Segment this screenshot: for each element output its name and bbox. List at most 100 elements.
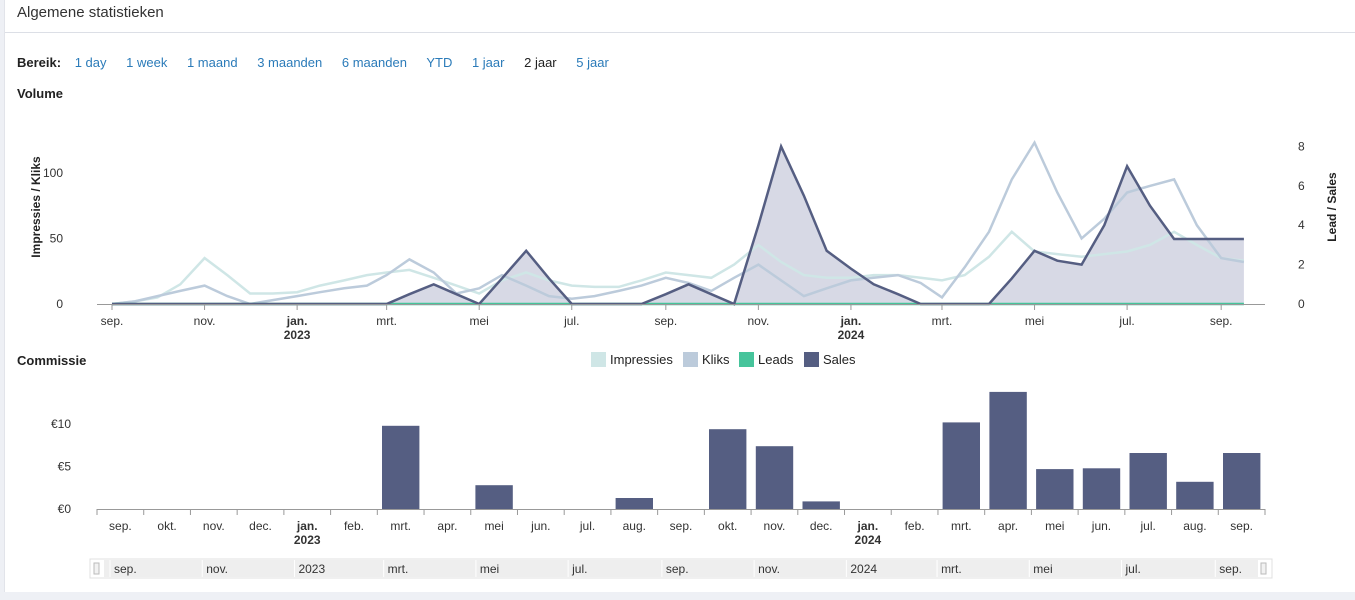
sales-area xyxy=(112,146,1244,304)
range-option-5-years[interactable]: 5 jaar xyxy=(576,55,609,70)
commission-bar xyxy=(989,391,1027,509)
commission-title: Commissie xyxy=(17,353,87,368)
legend-label-sales: Sales xyxy=(823,352,856,367)
commission-category-label: mrt. xyxy=(390,519,411,533)
volume-xtick-label: mei xyxy=(1025,314,1044,328)
range-option-6-months[interactable]: 6 maanden xyxy=(341,55,407,70)
commission-category-label: jul. xyxy=(1140,519,1156,533)
commission-category-year: 2023 xyxy=(294,533,321,547)
volume-xtick-year: 2024 xyxy=(838,328,865,342)
volume-xtick-label: nov. xyxy=(194,314,216,328)
commission-category-label: mei xyxy=(484,519,503,533)
commission-bar xyxy=(1223,453,1261,509)
navigator-label: nov. xyxy=(758,562,780,576)
navigator-label: 2023 xyxy=(298,562,325,576)
volume-title: Volume xyxy=(17,86,63,101)
volume-ylabel: Impressies / Kliks xyxy=(29,156,43,258)
volume-ytick-label: 50 xyxy=(50,231,64,245)
commission-category-label: jul. xyxy=(579,519,595,533)
volume-xtick-year: 2023 xyxy=(284,328,311,342)
navigator-label: mrt. xyxy=(941,562,962,576)
commission-category-label: okt. xyxy=(157,519,176,533)
volume-ytick-label: 0 xyxy=(56,297,63,311)
volume-y2tick-label: 8 xyxy=(1298,139,1305,153)
commission-category-label: apr. xyxy=(998,519,1018,533)
commission-category-label: jan. xyxy=(296,519,318,533)
range-selector: Bereik: 1 day 1 week 1 maand 3 maanden 6… xyxy=(17,55,625,73)
navigator-label: mei xyxy=(480,562,499,576)
commission-category-label: feb. xyxy=(344,519,364,533)
range-option-1-week[interactable]: 1 week xyxy=(126,55,168,70)
navigator-label: jul. xyxy=(571,562,587,576)
navigator-label: mrt. xyxy=(388,562,409,576)
volume-xtick-label: nov. xyxy=(747,314,769,328)
volume-ytick-label: 100 xyxy=(43,166,63,180)
legend-label-kliks: Kliks xyxy=(702,352,730,367)
range-option-1-day[interactable]: 1 day xyxy=(74,55,107,70)
commission-category-label: feb. xyxy=(905,519,925,533)
volume-xtick-label: jan. xyxy=(286,314,308,328)
commission-category-label: sep. xyxy=(109,519,132,533)
range-option-3-months[interactable]: 3 maanden xyxy=(257,55,323,70)
commission-bar xyxy=(615,498,653,509)
navigator-right-handle[interactable] xyxy=(1260,562,1267,575)
volume-xtick-label: mrt. xyxy=(376,314,397,328)
navigator-label: mei xyxy=(1033,562,1052,576)
range-option-1-month[interactable]: 1 maand xyxy=(186,55,238,70)
commission-category-label: aug. xyxy=(1183,519,1206,533)
legend-swatch-kliks xyxy=(683,352,698,367)
commission-category-year: 2024 xyxy=(855,533,882,547)
series-line-kliks xyxy=(111,139,1245,306)
commission-bar xyxy=(1082,468,1121,509)
commission-category-label: jun. xyxy=(530,519,550,533)
commission-category-label: sep. xyxy=(670,519,693,533)
volume-chart: Impressies / Kliks Lead / Sales 0 50 100 0 2 4 6… xyxy=(29,139,1339,342)
navigator-label: 2024 xyxy=(850,562,877,576)
panel-title: Algemene statistieken xyxy=(17,4,164,21)
commission-category-label: apr. xyxy=(437,519,457,533)
volume-y2tick-label: 4 xyxy=(1298,218,1305,232)
volume-xtick-label: sep. xyxy=(654,314,677,328)
commission-category-label: nov. xyxy=(764,519,786,533)
navigator-label: sep. xyxy=(114,562,137,576)
commission-bar xyxy=(942,422,980,509)
navigator-label: sep. xyxy=(1219,562,1242,576)
commission-category-label: jan. xyxy=(857,519,879,533)
commission-bar xyxy=(1036,469,1074,509)
commission-bar xyxy=(755,446,794,509)
commission-bar xyxy=(382,425,420,509)
legend-swatch-leads xyxy=(739,352,754,367)
chart-legend: Impressies Kliks Leads Sales xyxy=(591,352,856,367)
legend-label-leads: Leads xyxy=(758,352,794,367)
volume-xtick-label: sep. xyxy=(101,314,124,328)
commission-category-label: jun. xyxy=(1091,519,1111,533)
range-option-2-years[interactable]: 2 jaar xyxy=(524,55,557,70)
volume-xtick-label: mrt. xyxy=(932,314,953,328)
range-option-ytd[interactable]: YTD xyxy=(426,55,453,70)
legend-label-impressies: Impressies xyxy=(610,352,673,367)
commission-ytick-label: €0 xyxy=(58,502,72,516)
panel-header: Algemene statistieken xyxy=(5,0,1355,33)
navigator-left-handle[interactable] xyxy=(93,562,100,575)
volume-xtick-label: sep. xyxy=(1210,314,1233,328)
commission-bar xyxy=(475,485,513,509)
navigator-label: nov. xyxy=(206,562,228,576)
volume-y2tick-label: 0 xyxy=(1298,297,1305,311)
commission-category-label: dec. xyxy=(810,519,833,533)
volume-xtick-label: jul. xyxy=(563,314,579,328)
range-option-1-year[interactable]: 1 jaar xyxy=(471,55,505,70)
legend-swatch-impressies xyxy=(591,352,606,367)
range-navigator[interactable]: sep. nov. 2023 mrt. mei jul. sep. nov. 2024 mrt. m… xyxy=(89,558,1273,579)
navigator-label: jul. xyxy=(1125,562,1141,576)
commission-bar xyxy=(802,501,840,509)
volume-y2tick-label: 6 xyxy=(1298,179,1305,193)
navigator-label: sep. xyxy=(666,562,689,576)
commission-category-label: dec. xyxy=(249,519,272,533)
commission-category-label: nov. xyxy=(203,519,225,533)
volume-y2label: Lead / Sales xyxy=(1325,172,1339,242)
commission-ytick-label: €5 xyxy=(58,460,72,474)
range-label: Bereik: xyxy=(17,55,62,70)
commission-ytick-label: €10 xyxy=(51,417,71,431)
commission-category-label: okt. xyxy=(718,519,737,533)
